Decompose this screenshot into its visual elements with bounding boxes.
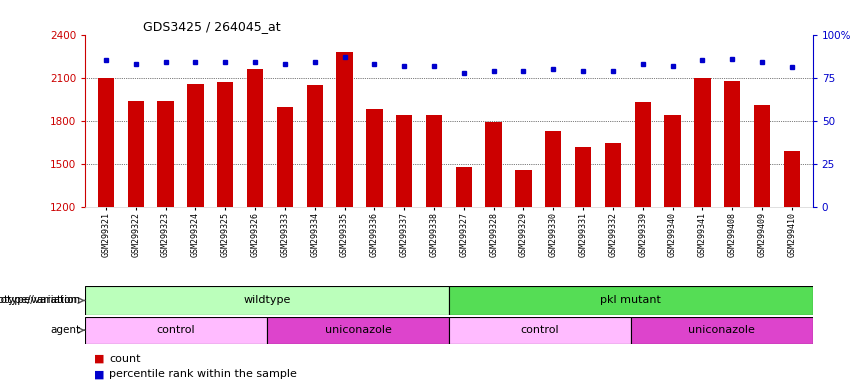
Bar xyxy=(784,151,800,207)
Text: control: control xyxy=(521,325,559,335)
Text: wildtype: wildtype xyxy=(243,295,291,306)
Text: GDS3425 / 264045_at: GDS3425 / 264045_at xyxy=(143,20,281,33)
Bar xyxy=(635,102,651,207)
Bar xyxy=(545,131,562,207)
Bar xyxy=(247,69,263,207)
Bar xyxy=(98,78,114,207)
Text: control: control xyxy=(157,325,196,335)
Bar xyxy=(631,317,813,344)
Text: genotype/variation: genotype/variation xyxy=(0,295,77,306)
Text: count: count xyxy=(109,354,140,364)
Bar xyxy=(277,107,293,207)
Bar xyxy=(449,286,813,315)
Bar xyxy=(665,115,681,207)
Bar xyxy=(217,82,233,207)
Bar xyxy=(267,317,448,344)
Bar xyxy=(485,122,502,207)
Bar xyxy=(157,101,174,207)
Text: ■: ■ xyxy=(94,369,107,379)
Bar xyxy=(455,167,472,207)
Bar xyxy=(85,317,267,344)
Bar xyxy=(605,142,621,207)
Bar xyxy=(187,84,203,207)
Text: agent: agent xyxy=(51,325,81,335)
Bar xyxy=(515,170,532,207)
Bar xyxy=(724,81,740,207)
Bar xyxy=(449,317,631,344)
Bar xyxy=(366,109,383,207)
Bar xyxy=(754,105,770,207)
Text: ■: ■ xyxy=(94,354,107,364)
Bar xyxy=(85,286,449,315)
Bar xyxy=(128,101,144,207)
Bar xyxy=(694,78,711,207)
Text: uniconazole: uniconazole xyxy=(688,325,755,335)
Bar xyxy=(575,147,591,207)
Bar xyxy=(306,85,323,207)
Text: percentile rank within the sample: percentile rank within the sample xyxy=(109,369,297,379)
Text: uniconazole: uniconazole xyxy=(324,325,391,335)
Bar xyxy=(426,115,443,207)
Bar xyxy=(336,52,352,207)
Bar xyxy=(396,115,413,207)
Text: genotype/variation: genotype/variation xyxy=(0,295,81,306)
Text: pkl mutant: pkl mutant xyxy=(600,295,661,306)
